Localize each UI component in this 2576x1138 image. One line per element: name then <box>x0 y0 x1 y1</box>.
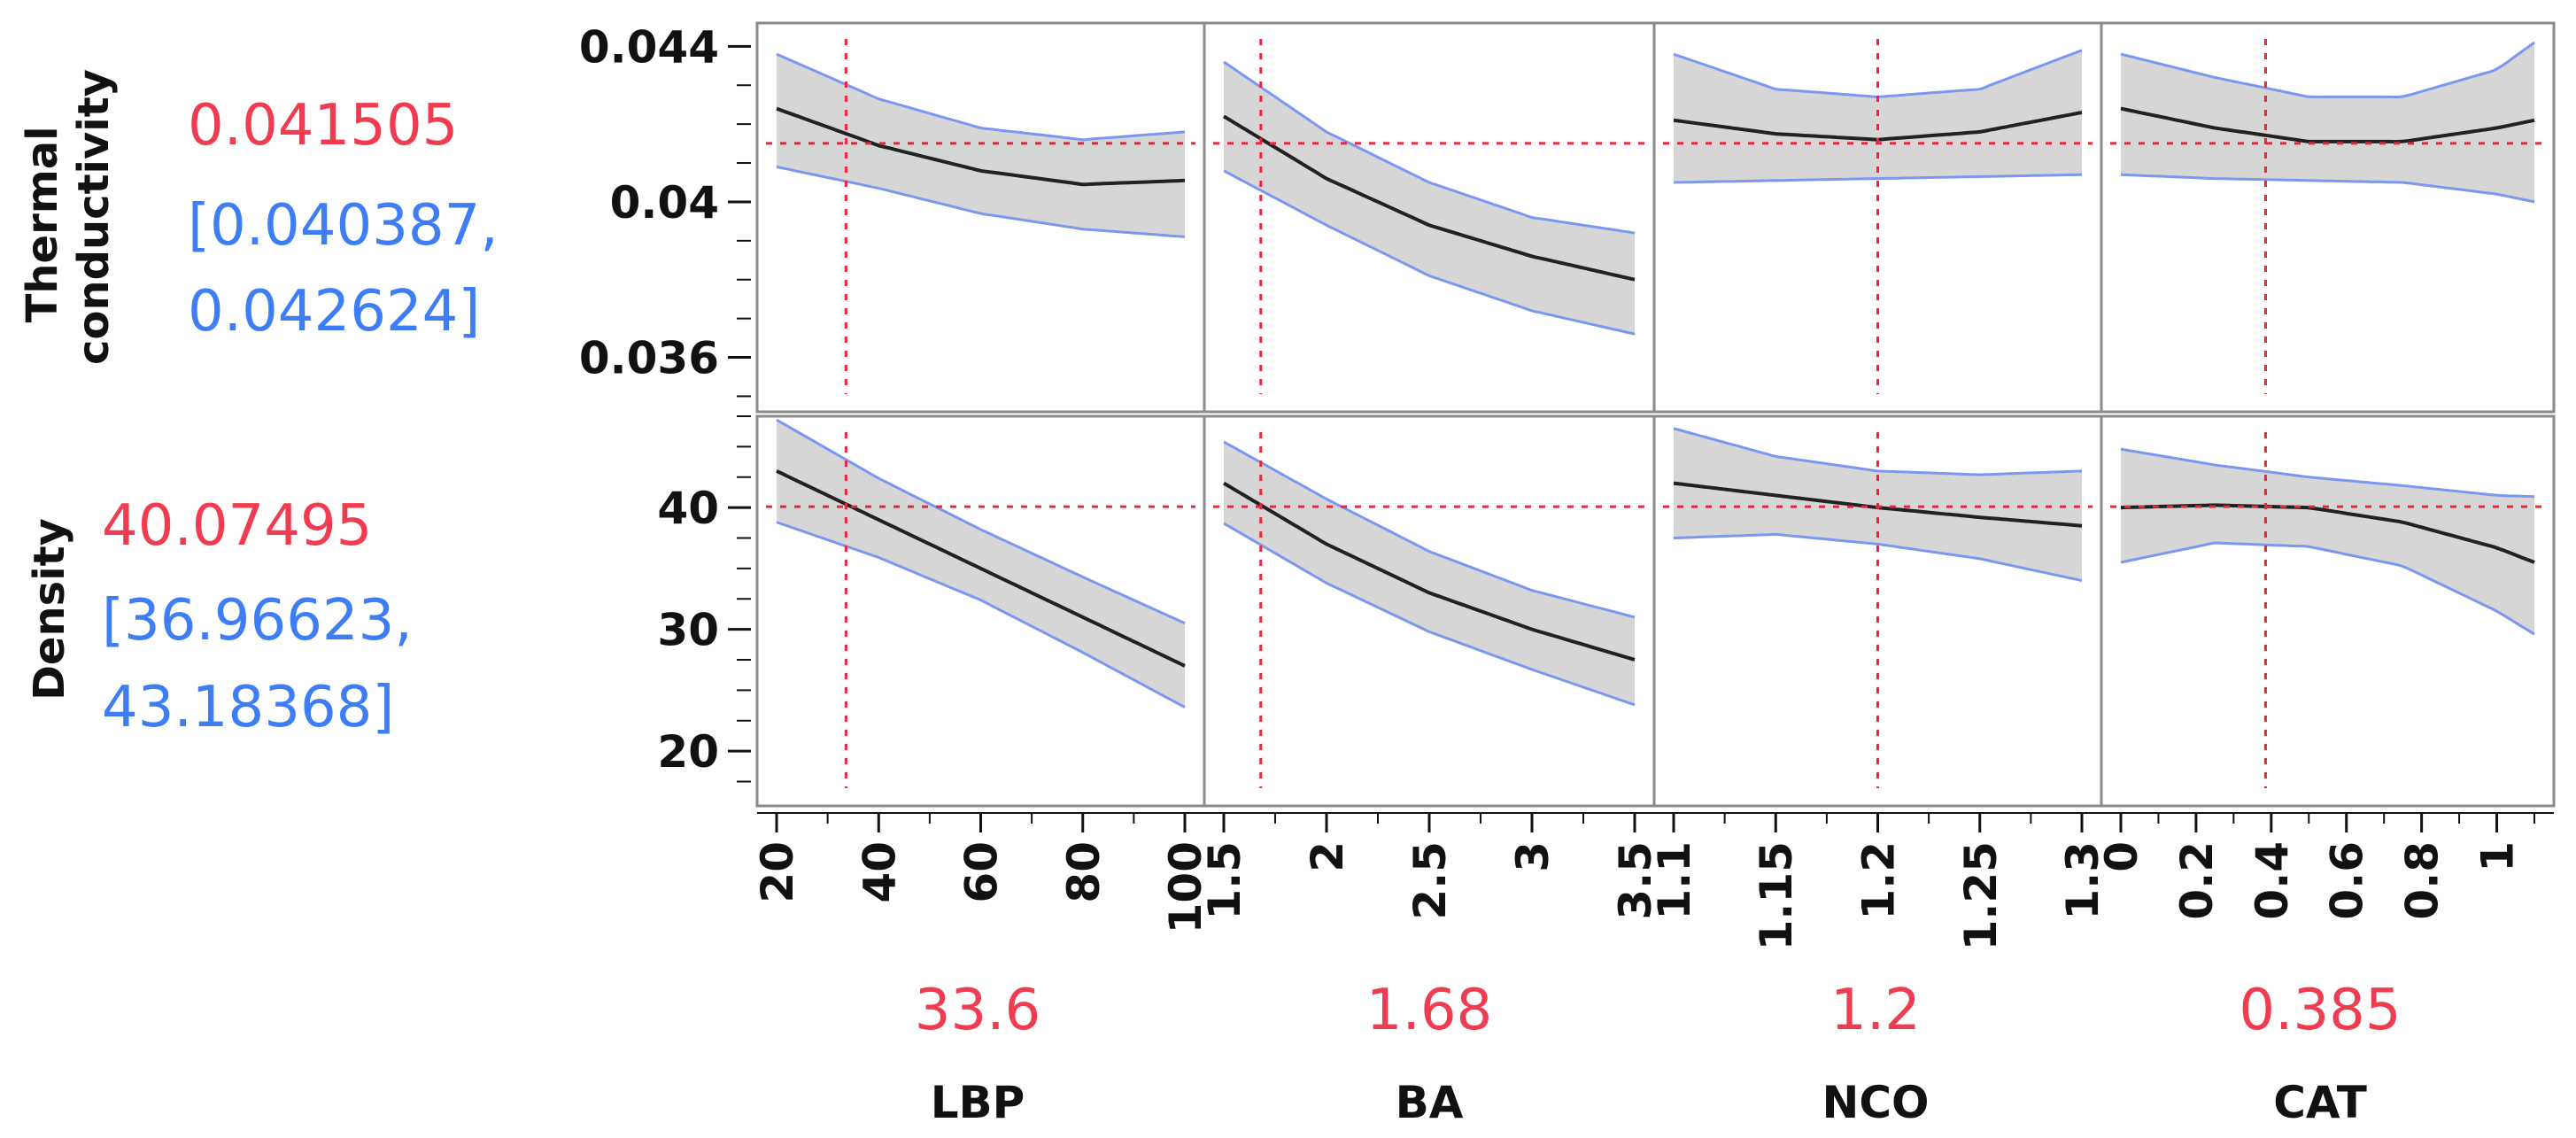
x-tick-label: 60 <box>956 841 1008 903</box>
x-tick-label: 0.6 <box>2322 841 2373 920</box>
factor-value-lbp: 33.6 <box>915 978 1041 1043</box>
lower-interval-line <box>2120 173 2535 204</box>
prediction-value-density: 40.07495 <box>102 493 372 559</box>
prediction-value-thermal: 0.041505 <box>188 93 458 159</box>
lower-interval-line <box>1223 522 1636 707</box>
x-tick-label: 2.5 <box>1404 841 1456 920</box>
y-tick-label: 40 <box>657 483 719 534</box>
panel-frame <box>2100 414 2556 808</box>
x-tick-label: 3 <box>1507 841 1559 872</box>
x-tick-label: 1.3 <box>2057 841 2108 920</box>
factor-name-lbp: LBP <box>931 1077 1025 1128</box>
response-name-line: Thermal <box>18 126 67 322</box>
response-name-density: Density <box>25 518 74 701</box>
y-tick-label: 30 <box>657 605 719 656</box>
x-tick-label: 100 <box>1160 841 1211 933</box>
x-tick-label: 80 <box>1058 841 1110 903</box>
x-tick-label: 1.1 <box>1649 841 1700 920</box>
confidence-band <box>1224 61 1635 335</box>
x-tick-label: 2 <box>1302 841 1353 872</box>
upper-interval-line <box>1223 440 1636 619</box>
lower-interval-line <box>1673 173 2083 184</box>
x-tick-label: 1.5 <box>1199 841 1250 920</box>
upper-interval-line <box>1223 60 1636 235</box>
response-name-thermal: Thermal conductivity <box>18 69 119 365</box>
interval-line-thermal-1: [0.040387, <box>188 193 499 259</box>
panel-frame <box>2100 21 2556 414</box>
interval-line-thermal-2: 0.042624] <box>188 279 480 344</box>
y-tick-label: 0.044 <box>579 21 719 73</box>
prediction-curve <box>1222 481 1636 662</box>
x-tick-label: 1 <box>2472 841 2524 872</box>
confidence-band <box>1224 441 1635 705</box>
upper-interval-line <box>776 418 1186 625</box>
x-tick-label: 0.2 <box>2171 841 2223 920</box>
prediction-curve <box>776 106 1186 187</box>
x-tick-label: 1.25 <box>1955 841 2007 950</box>
x-tick-label: 0.8 <box>2397 841 2448 920</box>
upper-interval-line <box>2120 41 2535 99</box>
factor-name-ba: BA <box>1396 1077 1464 1128</box>
x-tick-label: 3.5 <box>1610 841 1661 920</box>
factor-name-cat: CAT <box>2273 1077 2367 1128</box>
y-tick-label: 0.04 <box>610 177 719 228</box>
prediction-curve <box>776 469 1186 668</box>
x-tick-label: 20 <box>752 841 803 903</box>
response-name-line: conductivity <box>69 69 119 365</box>
upper-interval-line <box>2120 447 2535 499</box>
prediction-curve <box>2120 503 2535 564</box>
factor-value-nco: 1.2 <box>1830 978 1921 1043</box>
confidence-band <box>2121 449 2534 635</box>
x-tick-label: 0 <box>2096 841 2147 872</box>
confidence-band <box>777 420 1185 708</box>
upper-interval-line <box>1673 427 2083 476</box>
x-tick-label: 0.4 <box>2247 841 2298 920</box>
factor-value-cat: 0.385 <box>2239 978 2401 1043</box>
factor-value-ba: 1.68 <box>1366 978 1493 1043</box>
x-tick-label: 40 <box>854 841 905 903</box>
prediction-curve <box>2120 106 2535 143</box>
y-tick-label: 0.036 <box>579 333 719 384</box>
factor-name-nco: NCO <box>1822 1077 1929 1128</box>
prediction-curve <box>1222 114 1636 282</box>
confidence-band <box>1674 50 2082 183</box>
x-tick-label: 1.15 <box>1751 841 1802 950</box>
lower-interval-line <box>2120 541 2535 636</box>
interval-line-density-1: [36.96623, <box>102 588 413 654</box>
lower-interval-line <box>1223 169 1636 336</box>
interval-line-density-2: 43.18368] <box>102 675 394 740</box>
x-tick-label: 1.2 <box>1853 841 1905 920</box>
lower-interval-line <box>1673 532 2083 583</box>
confidence-band <box>2121 43 2534 202</box>
y-tick-label: 20 <box>657 726 719 778</box>
